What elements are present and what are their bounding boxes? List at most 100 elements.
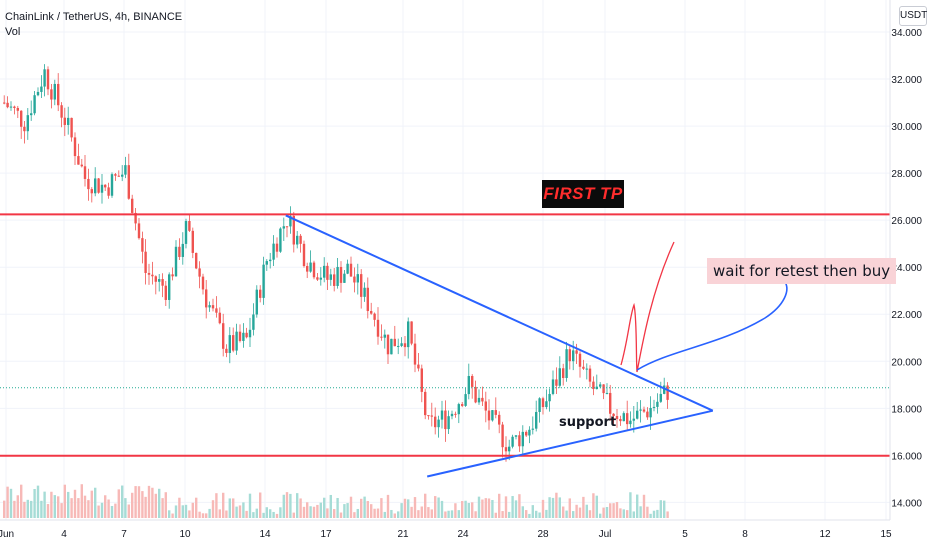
candle-body (211, 305, 215, 309)
candle-body (545, 401, 548, 408)
candle-body (279, 228, 282, 252)
candle-body (652, 406, 656, 408)
volume-bar (46, 504, 50, 518)
volume-bar (208, 508, 211, 518)
volume-indicator-label[interactable]: Vol (5, 26, 21, 38)
volume-bar (511, 496, 514, 518)
candle-body (410, 321, 413, 344)
candle-body (454, 413, 457, 415)
candle-body (474, 386, 477, 403)
candle-body (467, 375, 470, 395)
volume-bar (158, 488, 161, 518)
candle-body (97, 178, 100, 193)
candle-body (208, 305, 211, 308)
candle-body (370, 311, 373, 314)
candle-body (191, 230, 194, 253)
volume-bar (464, 500, 467, 518)
candle-body (309, 262, 312, 272)
candle-body (599, 384, 602, 387)
volume-bar (615, 502, 619, 518)
price-tick-label: 24.000 (891, 263, 922, 274)
candle-body (83, 166, 87, 179)
time-tick-label: 15 (880, 529, 892, 540)
candle-body (461, 404, 464, 406)
volume-bar (60, 503, 63, 518)
volume-bar (602, 507, 605, 518)
volume-bar (238, 505, 242, 518)
candle-body (299, 235, 302, 244)
time-tick-label: 8 (742, 529, 748, 540)
volume-bar (424, 493, 427, 518)
candle-body (592, 381, 595, 390)
volume-bar (285, 492, 289, 518)
candle-body (632, 418, 635, 421)
volume-bar (636, 494, 639, 518)
volume-bar (383, 511, 386, 518)
candle-body (551, 379, 555, 394)
candle-body (265, 261, 268, 265)
volume-bar (531, 505, 534, 518)
candle-body (612, 413, 615, 417)
volume-bar (501, 511, 504, 518)
candle-body (245, 332, 248, 338)
candle-body (46, 69, 50, 90)
volume-bar (562, 506, 565, 518)
volume-bar (400, 503, 403, 518)
volume-bar (296, 493, 299, 518)
price-tick-label: 30.000 (891, 122, 922, 133)
candle-body (67, 117, 70, 125)
candle-body (161, 279, 164, 286)
volume-bar (26, 499, 29, 518)
volume-bar (642, 494, 646, 518)
volume-bar (124, 498, 127, 518)
currency-button[interactable]: USDT (899, 6, 927, 26)
volume-bar (484, 498, 487, 518)
candle-body (646, 411, 649, 418)
candle-body (393, 338, 396, 347)
volume-bar (70, 498, 73, 518)
price-tick-label: 34.000 (891, 28, 922, 39)
candle-body (164, 285, 167, 300)
candle-body (572, 350, 575, 362)
candle-body (333, 274, 336, 286)
candle-body (440, 410, 444, 420)
candle-body (292, 215, 295, 245)
volume-bar (191, 502, 194, 518)
candle-body (114, 174, 117, 176)
candle-body (316, 277, 319, 280)
candle-body (535, 411, 538, 429)
candle-body (225, 348, 228, 353)
candle-body (205, 289, 208, 308)
volume-bar (323, 497, 326, 518)
candle-body (450, 413, 454, 417)
price-tick-label: 22.000 (891, 310, 922, 321)
volume-bar (151, 487, 154, 518)
symbol-title[interactable]: ChainLink / TetherUS, 4h, BINANCE (5, 11, 183, 23)
candle-body (252, 314, 255, 330)
candle-body (390, 338, 393, 355)
volume-bar (80, 484, 83, 518)
volume-bar (514, 500, 518, 518)
volume-bar (73, 489, 77, 518)
candle-body (33, 95, 36, 114)
volume-bar (306, 502, 309, 518)
candle-body (555, 379, 558, 386)
volume-bar (599, 513, 602, 518)
candle-body (100, 184, 104, 193)
candle-body (525, 431, 528, 436)
candle-body (110, 174, 114, 196)
candle-body (642, 409, 646, 412)
volume-bar (444, 511, 447, 518)
volume-bar (188, 510, 191, 518)
volume-bar (376, 508, 380, 518)
candle-body (578, 353, 582, 367)
volume-bar (558, 497, 561, 518)
candle-body (582, 366, 585, 369)
candle-body (363, 287, 366, 297)
candle-body (666, 385, 669, 400)
candle-body (13, 106, 16, 108)
price-axis-panel (890, 0, 932, 550)
volume-bar (114, 503, 117, 518)
